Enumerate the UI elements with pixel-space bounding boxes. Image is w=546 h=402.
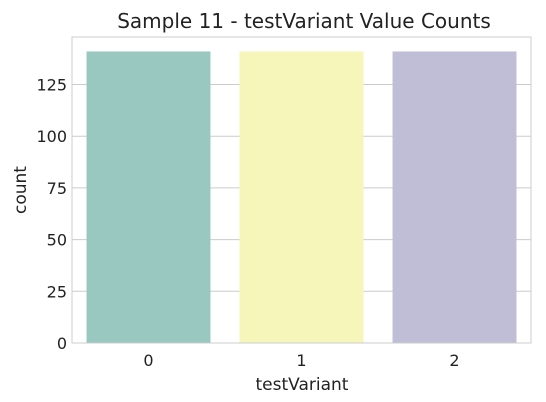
y-tick-label: 50 xyxy=(47,231,67,250)
y-tick-label: 100 xyxy=(36,127,67,146)
plot-frame xyxy=(71,36,532,344)
bar-1 xyxy=(239,51,364,344)
bar-2 xyxy=(392,51,517,344)
y-tick-label: 0 xyxy=(57,334,67,353)
x-tick-label: 2 xyxy=(449,351,459,370)
bar-0 xyxy=(86,51,211,344)
x-axis-label: testVariant xyxy=(256,375,349,395)
y-tick-label: 25 xyxy=(47,282,67,301)
bars-layer xyxy=(86,51,517,344)
chart-title: Sample 11 - testVariant Value Counts xyxy=(117,9,491,33)
y-tick-label: 75 xyxy=(47,179,67,198)
y-tick-label: 125 xyxy=(36,76,67,95)
x-tick-labels: 0 1 2 xyxy=(143,351,459,370)
x-tick-label: 0 xyxy=(143,351,153,370)
y-tick-labels: 0 25 50 75 100 125 xyxy=(36,76,67,353)
y-axis-label: count xyxy=(11,166,31,214)
x-tick-label: 1 xyxy=(296,351,306,370)
